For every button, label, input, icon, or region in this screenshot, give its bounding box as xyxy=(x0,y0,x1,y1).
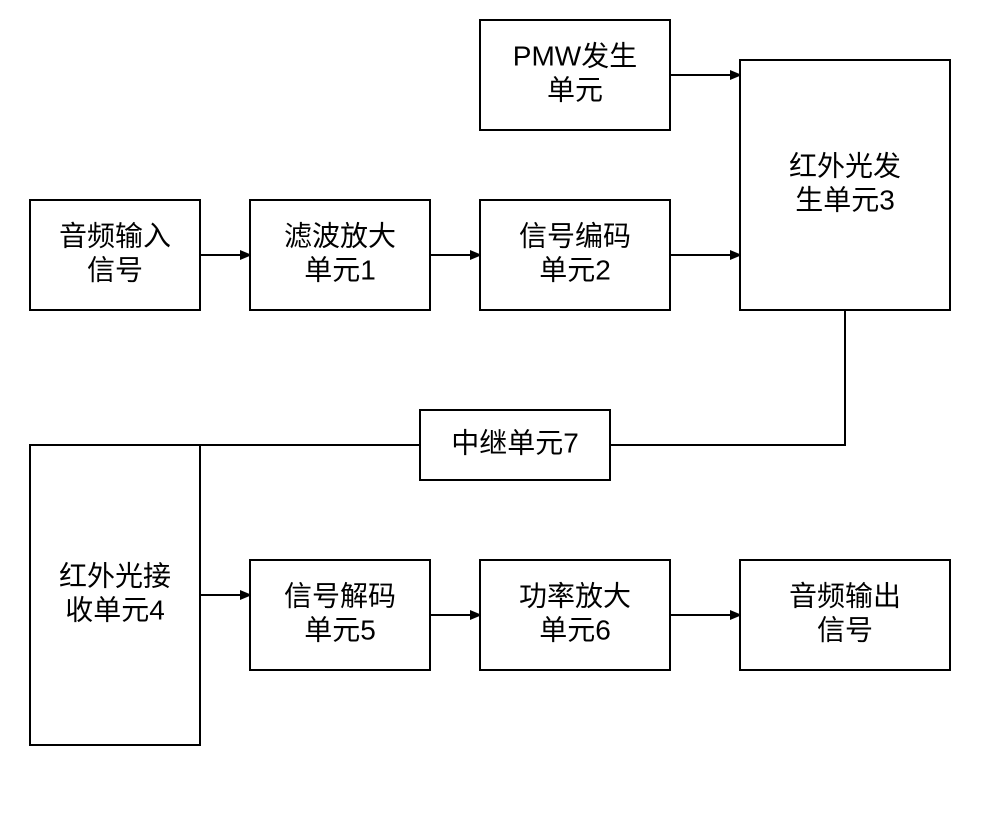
node-relay: 中继单元7 xyxy=(420,410,610,480)
node-poweramp-label-1: 单元6 xyxy=(539,614,611,645)
node-ir_gen-label-0: 红外光发 xyxy=(789,150,901,181)
node-audioin-label-1: 信号 xyxy=(87,254,143,285)
node-audioout-label-0: 音频输出 xyxy=(789,580,901,611)
node-decode-label-0: 信号解码 xyxy=(284,580,396,611)
node-encode: 信号编码单元2 xyxy=(480,200,670,310)
node-poweramp: 功率放大单元6 xyxy=(480,560,670,670)
node-encode-label-1: 单元2 xyxy=(539,254,611,285)
edges xyxy=(115,75,845,615)
node-pmw-label-0: PMW发生 xyxy=(513,40,637,71)
nodes: PMW发生单元红外光发生单元3音频输入信号滤波放大单元1信号编码单元2中继单元7… xyxy=(30,20,950,745)
node-ir_gen-label-1: 生单元3 xyxy=(795,184,895,215)
node-audioout: 音频输出信号 xyxy=(740,560,950,670)
node-audioout-label-1: 信号 xyxy=(817,614,873,645)
node-audioin-label-0: 音频输入 xyxy=(59,220,171,251)
node-audioin: 音频输入信号 xyxy=(30,200,200,310)
node-filter-label-0: 滤波放大 xyxy=(284,220,396,251)
node-relay-label-0: 中继单元7 xyxy=(451,427,579,458)
node-filter-label-1: 单元1 xyxy=(304,254,376,285)
node-pmw-label-1: 单元 xyxy=(547,74,603,105)
flowchart-canvas: PMW发生单元红外光发生单元3音频输入信号滤波放大单元1信号编码单元2中继单元7… xyxy=(0,0,1000,818)
node-pmw: PMW发生单元 xyxy=(480,20,670,130)
node-poweramp-label-0: 功率放大 xyxy=(519,580,631,611)
node-decode: 信号解码单元5 xyxy=(250,560,430,670)
node-ir_rx: 红外光接收单元4 xyxy=(30,445,200,745)
node-filter: 滤波放大单元1 xyxy=(250,200,430,310)
node-decode-label-1: 单元5 xyxy=(304,614,376,645)
connector-line xyxy=(610,310,845,445)
node-encode-label-0: 信号编码 xyxy=(519,220,631,251)
node-ir_gen: 红外光发生单元3 xyxy=(740,60,950,310)
node-ir_rx-label-1: 收单元4 xyxy=(65,594,165,625)
node-ir_rx-label-0: 红外光接 xyxy=(59,560,171,591)
